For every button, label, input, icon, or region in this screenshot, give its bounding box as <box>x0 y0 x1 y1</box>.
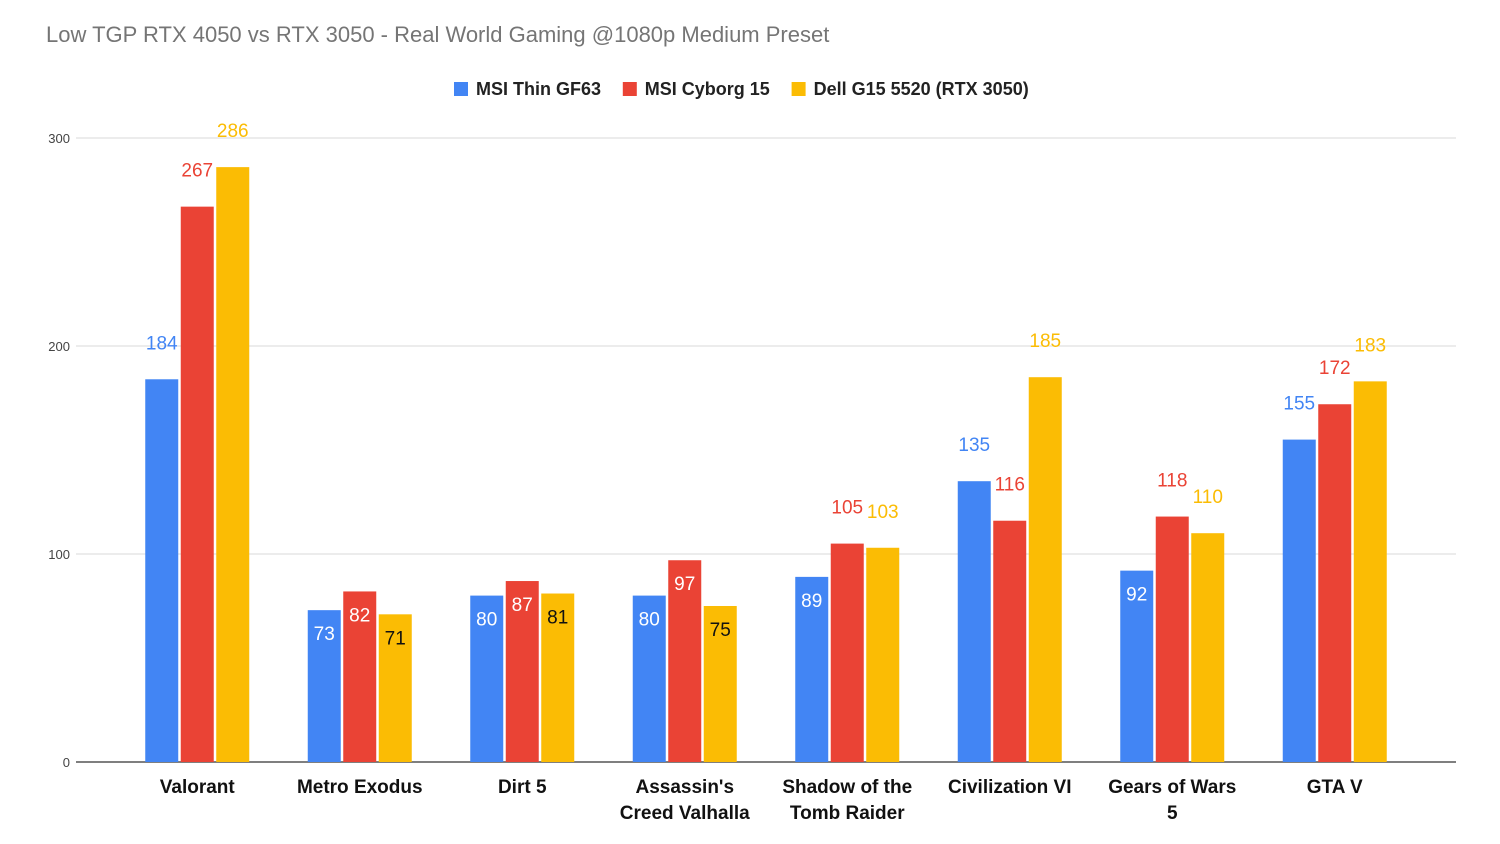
x-tick-label: Gears of Wars 5 <box>1108 777 1236 824</box>
data-label: 172 <box>1319 358 1351 379</box>
legend: MSI Thin GF63 MSI Cyborg 15 Dell G15 5520 … <box>454 79 1029 99</box>
x-axis-labels: Valorant Metro Exodus Dirt 5 Assassin's Cree… <box>160 777 1363 824</box>
x-tick-label: Civilization VI <box>948 777 1072 798</box>
data-label: 110 <box>1193 487 1223 508</box>
bar <box>703 606 737 762</box>
legend-label: Dell G15 5520 (RTX 3050) <box>814 79 1029 99</box>
data-label: 89 <box>801 591 822 612</box>
legend-swatch <box>622 82 637 96</box>
legend-item: Dell G15 5520 (RTX 3050) <box>791 79 1029 99</box>
bar <box>470 595 504 762</box>
data-label: 73 <box>314 624 335 645</box>
bar <box>830 543 864 762</box>
data-label: 105 <box>831 498 863 519</box>
data-label: 286 <box>217 121 249 142</box>
bar <box>1282 439 1316 762</box>
data-label: 116 <box>995 475 1025 496</box>
bar <box>307 610 341 762</box>
x-tick-label: Assassin's Creed Valhalla <box>620 777 750 824</box>
bar <box>1155 516 1189 762</box>
x-tick-label: Shadow of the Tomb Raider <box>782 777 912 824</box>
data-label: 135 <box>958 435 990 456</box>
y-tick-label: 100 <box>48 547 70 562</box>
chart-title: Low TGP RTX 4050 vs RTX 3050 - Real Worl… <box>46 22 829 47</box>
data-label: 185 <box>1029 331 1061 352</box>
bar <box>180 206 214 762</box>
bar <box>1028 377 1062 762</box>
bar <box>378 614 412 762</box>
data-label: 87 <box>512 595 533 616</box>
data-label: 92 <box>1126 585 1147 606</box>
bars <box>145 167 1387 762</box>
x-tick-label: Metro Exodus <box>297 777 423 798</box>
legend-swatch <box>454 82 468 96</box>
bar <box>505 581 539 762</box>
legend-label: MSI Cyborg 15 <box>645 79 770 99</box>
data-label: 80 <box>639 610 660 631</box>
y-tick-label: 300 <box>48 131 70 146</box>
bar <box>795 576 829 762</box>
bar <box>343 591 377 762</box>
bar <box>1120 570 1154 762</box>
legend-label: MSI Thin GF63 <box>476 79 601 99</box>
data-label: 118 <box>1157 471 1187 492</box>
legend-item: MSI Cyborg 15 <box>622 79 770 99</box>
bar <box>145 379 179 762</box>
data-label: 183 <box>1354 335 1386 356</box>
data-label: 97 <box>674 574 695 595</box>
bar <box>1353 381 1387 762</box>
legend-swatch <box>791 82 806 96</box>
legend-item: MSI Thin GF63 <box>454 79 601 99</box>
x-tick-label: Valorant <box>160 777 236 798</box>
gridlines: 0 100 200 300 <box>48 131 1456 770</box>
y-tick-label: 200 <box>48 339 70 354</box>
x-tick-label: GTA V <box>1307 777 1363 798</box>
data-label: 184 <box>146 333 178 354</box>
data-label: 71 <box>385 628 406 649</box>
bar <box>993 520 1027 762</box>
data-label: 103 <box>867 502 899 523</box>
data-label: 267 <box>181 161 213 182</box>
bar <box>541 593 575 762</box>
data-label: 80 <box>476 610 497 631</box>
bar <box>216 167 250 762</box>
bar <box>866 547 900 762</box>
y-tick-label: 0 <box>63 755 70 770</box>
x-tick-label: Dirt 5 <box>498 777 547 798</box>
data-label: 81 <box>547 608 568 629</box>
bar <box>632 595 666 762</box>
data-label: 75 <box>710 620 731 641</box>
bar <box>957 481 991 762</box>
bar <box>1191 533 1225 762</box>
bar <box>668 560 702 762</box>
data-label: 82 <box>349 605 370 626</box>
bar <box>1318 404 1352 762</box>
data-label: 155 <box>1283 394 1315 415</box>
